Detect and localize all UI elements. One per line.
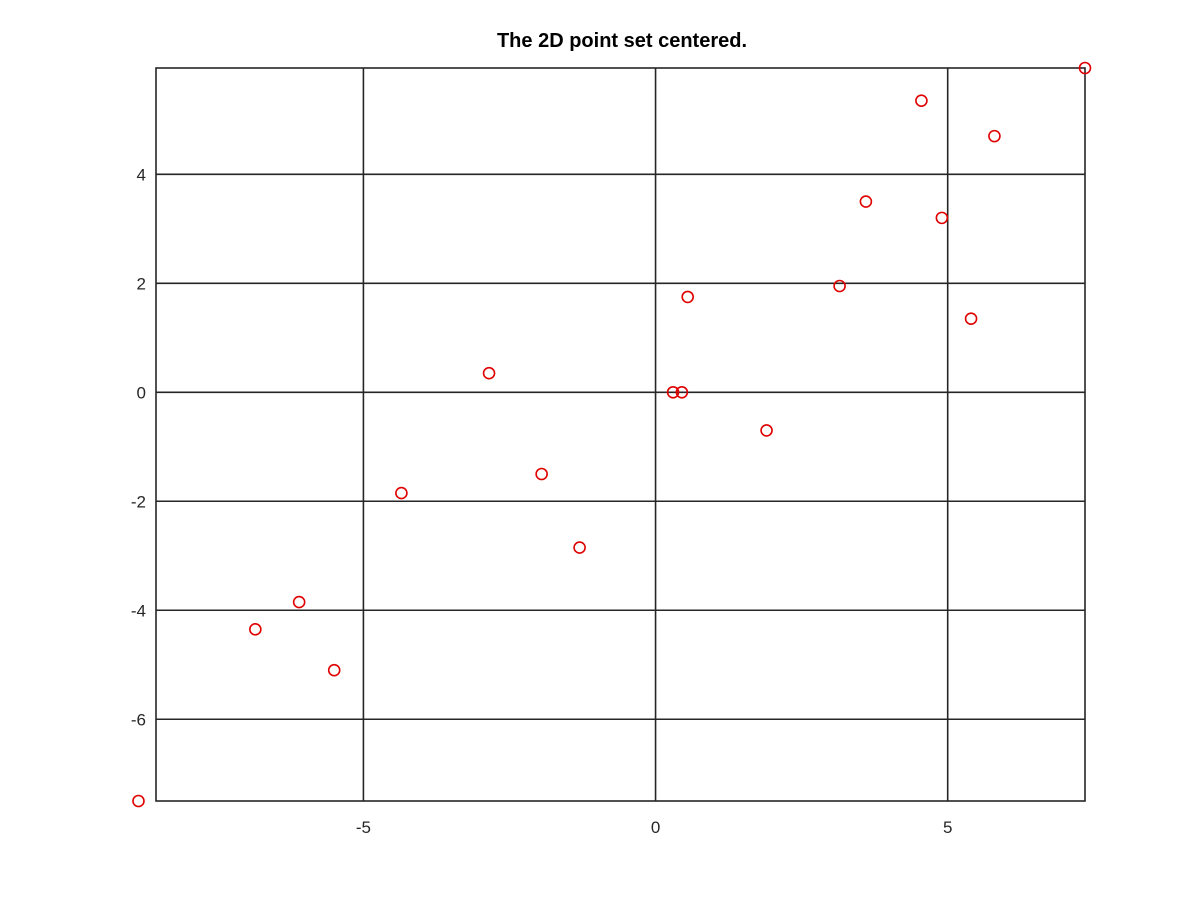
- data-point: [535, 467, 548, 481]
- y-tick-label: 4: [137, 165, 146, 184]
- y-tick-labels: -6 -4 -2 0 2 4: [131, 165, 146, 729]
- data-point: [132, 794, 145, 808]
- data-point: [760, 424, 773, 437]
- x-tick-label: 5: [943, 818, 952, 837]
- chart-title: The 2D point set centered.: [497, 30, 747, 52]
- y-tick-label: -2: [131, 492, 146, 511]
- data-point: [395, 486, 408, 500]
- data-point: [1078, 61, 1092, 75]
- data-point: [988, 129, 1001, 143]
- data-point: [666, 385, 680, 399]
- y-tick-label: -4: [131, 601, 146, 620]
- x-tick-label: 0: [651, 818, 660, 837]
- data-point: [859, 195, 873, 208]
- data-point: [573, 541, 586, 554]
- data-point: [249, 623, 262, 636]
- y-tick-label: 2: [137, 274, 146, 293]
- x-tick-label: -5: [356, 818, 371, 837]
- y-tick-label: -6: [131, 710, 146, 729]
- y-tick-label: 0: [137, 383, 146, 402]
- data-point: [482, 366, 496, 380]
- data-point: [675, 385, 689, 399]
- data-point: [681, 290, 694, 304]
- data-point: [964, 312, 978, 325]
- data-point: [292, 595, 306, 609]
- grid: [156, 68, 1085, 801]
- data-points: [132, 61, 1092, 808]
- data-point: [833, 279, 846, 293]
- x-tick-labels: -5 0 5: [356, 818, 953, 837]
- axes-box: [155, 67, 1086, 802]
- data-point: [935, 211, 949, 225]
- data-point: [915, 94, 928, 107]
- data-point: [327, 663, 341, 677]
